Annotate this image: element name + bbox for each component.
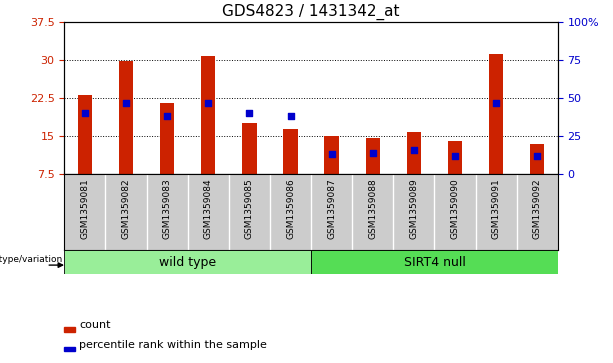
Point xyxy=(80,110,90,116)
Point xyxy=(162,113,172,119)
Point xyxy=(245,110,254,116)
Bar xyxy=(201,56,216,174)
Text: GSM1359081: GSM1359081 xyxy=(80,178,89,239)
Text: count: count xyxy=(79,320,111,330)
Point xyxy=(532,153,542,159)
Point xyxy=(121,100,131,106)
FancyBboxPatch shape xyxy=(311,250,558,274)
Bar xyxy=(119,61,133,174)
Text: GSM1359092: GSM1359092 xyxy=(533,178,542,239)
Text: GSM1359084: GSM1359084 xyxy=(204,178,213,239)
Bar xyxy=(489,54,503,174)
Bar xyxy=(283,129,298,174)
Text: GSM1359082: GSM1359082 xyxy=(121,178,131,239)
Point xyxy=(368,150,378,156)
Point xyxy=(204,100,213,106)
Point xyxy=(409,147,419,153)
Title: GDS4823 / 1431342_at: GDS4823 / 1431342_at xyxy=(223,4,400,20)
Bar xyxy=(160,103,174,174)
Text: GSM1359090: GSM1359090 xyxy=(451,178,460,239)
Bar xyxy=(324,136,339,174)
Text: GSM1359087: GSM1359087 xyxy=(327,178,336,239)
Text: GSM1359086: GSM1359086 xyxy=(286,178,295,239)
Text: GSM1359088: GSM1359088 xyxy=(368,178,377,239)
Bar xyxy=(78,95,92,174)
Text: percentile rank within the sample: percentile rank within the sample xyxy=(79,340,267,350)
Text: SIRT4 null: SIRT4 null xyxy=(403,256,465,269)
Bar xyxy=(365,138,380,174)
Bar xyxy=(64,327,75,332)
Text: GSM1359085: GSM1359085 xyxy=(245,178,254,239)
Bar xyxy=(530,144,544,174)
Point xyxy=(286,113,295,119)
Point xyxy=(450,153,460,159)
Bar xyxy=(406,132,421,174)
Bar xyxy=(64,347,75,351)
Point xyxy=(327,151,337,157)
Text: GSM1359083: GSM1359083 xyxy=(162,178,172,239)
FancyBboxPatch shape xyxy=(64,250,311,274)
Text: GSM1359091: GSM1359091 xyxy=(492,178,501,239)
Text: GSM1359089: GSM1359089 xyxy=(409,178,419,239)
Point xyxy=(491,100,501,106)
Text: wild type: wild type xyxy=(159,256,216,269)
Bar xyxy=(242,123,257,174)
Bar xyxy=(448,141,462,174)
Text: genotype/variation: genotype/variation xyxy=(0,255,63,264)
